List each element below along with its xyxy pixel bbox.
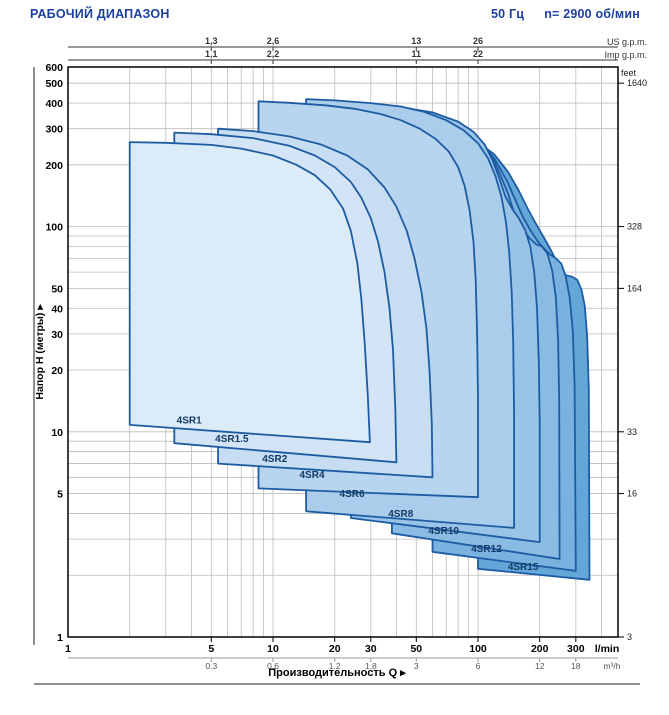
feet-tick-label: 164 — [627, 283, 642, 293]
gpm-tick-label: 1,3 — [205, 36, 218, 46]
gpm-tick-label: 22 — [473, 49, 483, 59]
region-label-4sr1.5: 4SR1.5 — [215, 434, 249, 445]
y-tick-label: 20 — [51, 365, 63, 377]
region-label-4sr8: 4SR8 — [388, 509, 413, 520]
x-tick-label: 20 — [329, 643, 341, 655]
y-tick-label: 40 — [51, 303, 63, 315]
y-tick-label: 500 — [45, 78, 63, 90]
m3h-tick-label: 0.6 — [267, 661, 279, 671]
m3h-tick-label: 3 — [414, 661, 419, 671]
y-tick-label: 100 — [45, 222, 63, 234]
gpm-tick-label: 2,2 — [267, 49, 280, 59]
region-label-4sr15: 4SR15 — [508, 562, 539, 573]
gpm-unit-label: US g.p.m. — [607, 37, 647, 47]
x-tick-label: 30 — [365, 643, 377, 655]
region-label-4sr2: 4SR2 — [262, 454, 287, 465]
gpm-unit-label: Imp g.p.m. — [604, 50, 647, 60]
feet-tick-label: 3 — [627, 632, 632, 642]
x-tick-label: 1 — [65, 643, 71, 655]
m3h-tick-label: 1.2 — [329, 661, 341, 671]
plot-frame — [67, 66, 619, 638]
feet-tick-label: 1640 — [627, 78, 647, 88]
pump-regions — [128, 98, 591, 581]
m3h-unit-label: m³/h — [604, 661, 621, 671]
x-axis-labels: 1 5 10 20 30 50 100 200 300 l/min — [65, 637, 619, 655]
frequency-label: 50 Гц — [491, 7, 525, 21]
region-label-4sr4: 4SR4 — [300, 470, 325, 481]
y-tick-label: 400 — [45, 98, 63, 110]
x-tick-label: 50 — [410, 643, 422, 655]
feet-tick-label: 328 — [627, 222, 642, 232]
region-label-4sr6: 4SR6 — [340, 489, 365, 500]
x-tick-label: 300 — [567, 643, 585, 655]
m3h-tick-label: 18 — [571, 661, 581, 671]
m3h-tick-label: 12 — [535, 661, 545, 671]
gpm-tick-label: 13 — [411, 36, 421, 46]
region-4sr1 — [128, 141, 371, 444]
y-tick-label: 10 — [51, 427, 63, 439]
m3h-scale: 0.3 0.6 1.2 1.8 3 6 12 18 m³/h — [68, 657, 621, 671]
imp-gpm-scale: 1,1 2,2 11 22 Imp g.p.m. — [68, 49, 647, 64]
x-tick-label: 200 — [531, 643, 549, 655]
y-tick-label: 5 — [57, 489, 63, 501]
feet-tick-label: 16 — [627, 489, 637, 499]
y-tick-label: 600 — [45, 62, 63, 74]
y-axis-labels: 600 500 400 300 200 100 50 40 30 20 10 5 1 — [45, 62, 63, 644]
region-label-4sr12: 4SR12 — [471, 544, 502, 555]
x-axis-title: Производительность Q ▸ — [268, 667, 406, 679]
gpm-tick-label: 26 — [473, 36, 483, 46]
region-label-4sr10: 4SR10 — [428, 526, 459, 537]
feet-tick-label: 33 — [627, 427, 637, 437]
m3h-tick-label: 6 — [476, 661, 481, 671]
x-tick-label: 10 — [267, 643, 279, 655]
m3h-tick-label: 1.8 — [365, 661, 377, 671]
y-tick-label: 1 — [57, 632, 63, 644]
m3h-tick-label: 0.3 — [205, 661, 217, 671]
y-tick-label: 200 — [45, 160, 63, 172]
feet-unit-label: feet — [621, 68, 637, 78]
speed-label: n= 2900 об/мин — [544, 7, 640, 21]
us-gpm-scale: 1,3 2,6 13 26 US g.p.m. — [68, 36, 647, 51]
header-specs: 50 Гц n= 2900 об/мин — [491, 7, 640, 21]
x-tick-label: 100 — [469, 643, 487, 655]
gpm-tick-label: 2,6 — [267, 36, 280, 46]
region-label-4sr1: 4SR1 — [177, 416, 202, 427]
y-axis-title: Напор H (метры) ▸ — [34, 304, 46, 400]
region-labels: 4SR1 4SR1.5 4SR2 4SR4 4SR6 4SR8 4SR10 4SR12 4SR1… — [177, 416, 539, 574]
y-tick-label: 300 — [45, 124, 63, 136]
y-tick-label: 30 — [51, 329, 63, 341]
x-unit-label: l/min — [595, 643, 620, 655]
gpm-tick-label: 11 — [412, 49, 422, 59]
y-tick-label: 50 — [51, 283, 63, 295]
gpm-tick-label: 1,1 — [205, 49, 218, 59]
x-tick-label: 5 — [208, 643, 214, 655]
page-title: РАБОЧИЙ ДИАПАЗОН — [30, 7, 170, 21]
